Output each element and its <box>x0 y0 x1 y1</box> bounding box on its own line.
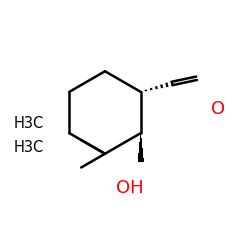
Text: O: O <box>211 100 226 118</box>
Text: OH: OH <box>116 179 144 197</box>
Text: H3C: H3C <box>14 116 44 131</box>
Text: H3C: H3C <box>14 140 44 155</box>
